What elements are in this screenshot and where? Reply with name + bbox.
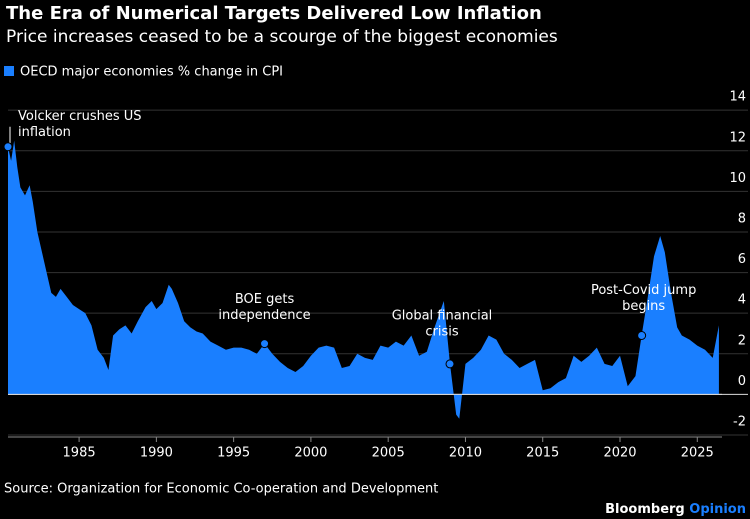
annotation: Global financial bbox=[392, 308, 493, 323]
y-tick-label: 2 bbox=[738, 333, 746, 348]
y-tick-label: 0 bbox=[738, 374, 746, 389]
annotation: Volcker crushes US bbox=[18, 109, 142, 124]
x-tick-label: 2010 bbox=[449, 446, 482, 461]
brand: Bloomberg Opinion bbox=[605, 502, 746, 517]
annotation: BOE gets bbox=[235, 292, 295, 307]
source: Source: Organization for Economic Co-ope… bbox=[4, 482, 438, 497]
y-tick-label: 14 bbox=[729, 90, 746, 105]
x-tick-label: 2005 bbox=[372, 446, 405, 461]
y-tick-label: 10 bbox=[729, 171, 746, 186]
annotation-point bbox=[637, 331, 647, 341]
chart-title: The Era of Numerical Targets Delivered L… bbox=[6, 3, 542, 24]
brand-name: Bloomberg bbox=[605, 502, 685, 517]
legend-swatch bbox=[4, 66, 14, 76]
chart-subtitle: Price increases ceased to be a scourge o… bbox=[6, 27, 558, 47]
x-tick-label: 2015 bbox=[526, 446, 559, 461]
area bbox=[8, 140, 719, 419]
y-tick-label: 12 bbox=[729, 130, 746, 145]
annotation: crisis bbox=[425, 324, 458, 339]
legend-label: OECD major economies % change in CPI bbox=[20, 65, 283, 80]
annotation-point bbox=[3, 142, 13, 152]
annotation-point bbox=[260, 339, 270, 349]
y-tick-label: 8 bbox=[738, 211, 746, 226]
annotation: begins bbox=[622, 299, 665, 314]
x-tick-label: 2000 bbox=[294, 446, 327, 461]
annotation: independence bbox=[218, 308, 310, 323]
brand-opinion: Opinion bbox=[689, 502, 746, 517]
x-tick-label: 1995 bbox=[217, 446, 250, 461]
x-tick-label: 2025 bbox=[681, 446, 714, 461]
x-tick-label: 1990 bbox=[140, 446, 173, 461]
annotation: inflation bbox=[18, 125, 71, 140]
annotation: Post-Covid jump bbox=[591, 283, 696, 298]
y-tick-label: 6 bbox=[738, 252, 746, 267]
x-tick-label: 1985 bbox=[63, 446, 96, 461]
y-tick-label: -2 bbox=[733, 414, 746, 429]
annotation-point bbox=[445, 359, 455, 369]
x-tick-label: 2020 bbox=[603, 446, 636, 461]
y-tick-label: 4 bbox=[738, 293, 746, 308]
